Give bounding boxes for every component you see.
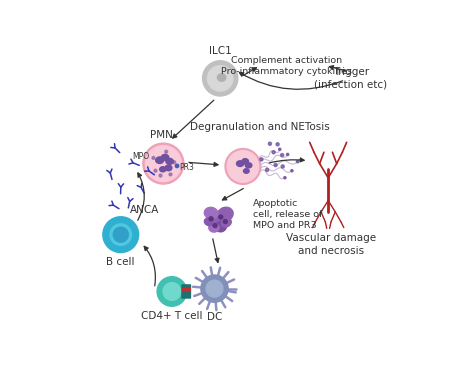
FancyArrowPatch shape [269, 158, 304, 163]
Circle shape [152, 156, 155, 159]
Ellipse shape [204, 207, 218, 219]
Circle shape [291, 170, 293, 172]
Circle shape [110, 224, 131, 245]
Circle shape [103, 217, 139, 252]
Circle shape [279, 148, 281, 151]
Ellipse shape [160, 167, 166, 172]
Circle shape [213, 224, 217, 228]
Circle shape [165, 150, 168, 153]
FancyBboxPatch shape [182, 285, 191, 288]
Ellipse shape [221, 218, 231, 227]
Circle shape [173, 161, 175, 163]
Ellipse shape [207, 212, 228, 229]
FancyArrowPatch shape [243, 68, 256, 76]
Circle shape [281, 165, 284, 168]
Ellipse shape [218, 74, 226, 81]
Circle shape [157, 277, 187, 306]
Circle shape [223, 220, 228, 224]
Circle shape [268, 142, 272, 145]
Circle shape [169, 173, 172, 176]
FancyArrowPatch shape [329, 66, 346, 70]
Text: ILC1: ILC1 [209, 46, 232, 56]
Circle shape [208, 66, 233, 91]
Circle shape [154, 169, 157, 172]
FancyArrowPatch shape [213, 239, 219, 262]
FancyBboxPatch shape [182, 295, 191, 298]
FancyArrowPatch shape [239, 73, 343, 89]
Circle shape [276, 143, 279, 146]
Text: MPO: MPO [132, 152, 149, 161]
Ellipse shape [165, 165, 172, 171]
Circle shape [143, 143, 184, 184]
Circle shape [175, 164, 179, 168]
FancyArrowPatch shape [189, 162, 218, 166]
Ellipse shape [161, 154, 169, 161]
Circle shape [265, 168, 269, 172]
Circle shape [159, 174, 162, 177]
Circle shape [260, 158, 263, 161]
Circle shape [163, 283, 181, 300]
FancyArrowPatch shape [144, 246, 155, 286]
Text: PMN: PMN [150, 130, 173, 140]
Ellipse shape [246, 163, 252, 168]
Circle shape [146, 146, 182, 182]
Ellipse shape [209, 224, 219, 232]
Circle shape [202, 61, 238, 96]
FancyArrowPatch shape [222, 189, 243, 200]
Text: B cell: B cell [107, 257, 135, 267]
Circle shape [201, 275, 228, 302]
FancyBboxPatch shape [182, 292, 191, 294]
Circle shape [284, 177, 286, 179]
Text: Complement activation
Pro-inflammatory cytokines: Complement activation Pro-inflammatory c… [221, 56, 353, 76]
Circle shape [113, 227, 128, 242]
Text: Vascular damage
and necrosis: Vascular damage and necrosis [286, 233, 376, 256]
Text: Apoptotic
cell, release of
MPO and PR3: Apoptotic cell, release of MPO and PR3 [253, 199, 322, 230]
FancyBboxPatch shape [182, 288, 191, 291]
Circle shape [225, 149, 261, 184]
Ellipse shape [237, 161, 244, 166]
Circle shape [281, 154, 284, 157]
Text: PR3: PR3 [179, 162, 194, 172]
Circle shape [286, 154, 289, 156]
Ellipse shape [204, 218, 213, 226]
FancyArrowPatch shape [173, 100, 214, 138]
Text: CD4+ T cell: CD4+ T cell [141, 311, 203, 321]
FancyArrowPatch shape [138, 173, 144, 220]
Text: ANCA: ANCA [130, 205, 160, 215]
Text: Degranulation and NETosis: Degranulation and NETosis [190, 123, 330, 132]
Ellipse shape [166, 158, 173, 164]
Ellipse shape [244, 169, 249, 173]
Circle shape [219, 215, 223, 219]
Text: DC: DC [207, 312, 222, 322]
Circle shape [272, 151, 275, 154]
Circle shape [209, 217, 213, 221]
Ellipse shape [218, 207, 233, 221]
Circle shape [206, 280, 223, 297]
Circle shape [274, 163, 277, 166]
Circle shape [227, 151, 259, 182]
Text: Trigger
(infection etc): Trigger (infection etc) [314, 67, 387, 90]
Ellipse shape [215, 221, 227, 232]
Ellipse shape [242, 159, 248, 164]
Ellipse shape [155, 157, 164, 163]
Circle shape [296, 161, 299, 163]
